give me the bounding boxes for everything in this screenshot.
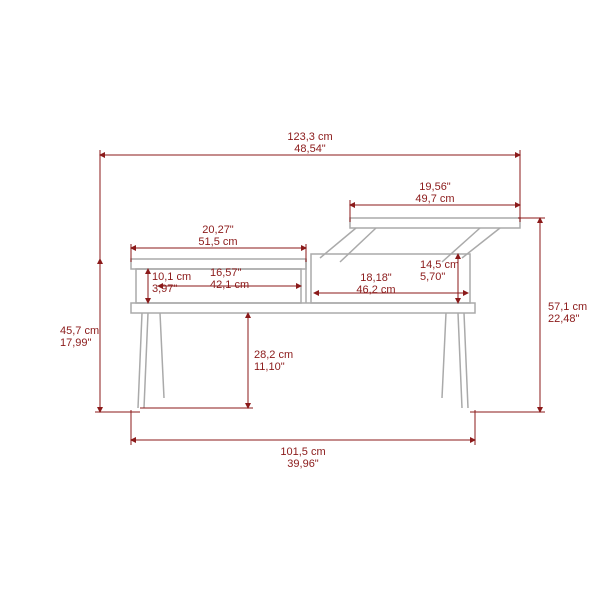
left-inner-in: 16,57" bbox=[210, 267, 242, 279]
left-open-cm: 10,1 cm bbox=[152, 271, 191, 283]
svg-text:51,5 cm: 51,5 cm bbox=[198, 236, 237, 248]
right-inner-in: 18,18" bbox=[360, 272, 392, 284]
svg-text:48,54": 48,54" bbox=[294, 143, 326, 155]
svg-text:10,1 cm: 10,1 cm bbox=[152, 271, 191, 283]
svg-text:101,5 cm: 101,5 cm bbox=[280, 446, 325, 458]
right-inner-h-cm: 14,5 cm bbox=[420, 259, 459, 271]
right-height-in: 22,48" bbox=[548, 313, 580, 325]
svg-text:45,7 cm: 45,7 cm bbox=[60, 325, 99, 337]
svg-text:20,27": 20,27" bbox=[202, 224, 234, 236]
svg-text:49,7 cm: 49,7 cm bbox=[415, 193, 454, 205]
right-panel-cm: 49,7 cm bbox=[415, 193, 454, 205]
svg-text:16,57": 16,57" bbox=[210, 267, 242, 279]
dimension-lines bbox=[95, 150, 545, 445]
left-inner-cm: 42,1 cm bbox=[210, 279, 249, 291]
left-panel-cm: 51,5 cm bbox=[198, 236, 237, 248]
left-height-in: 17,99" bbox=[60, 337, 92, 349]
overall-width-in: 48,54" bbox=[294, 143, 326, 155]
dimension-labels: 123,3 cm 48,54" 19,56" 49,7 cm 20,27" 51… bbox=[60, 131, 587, 470]
svg-text:3,97": 3,97" bbox=[152, 283, 177, 295]
right-height-cm: 57,1 cm bbox=[548, 301, 587, 313]
svg-text:57,1 cm: 57,1 cm bbox=[548, 301, 587, 313]
left-panel-in: 20,27" bbox=[202, 224, 234, 236]
svg-text:18,18": 18,18" bbox=[360, 272, 392, 284]
leg-in: 11,10" bbox=[254, 361, 285, 373]
svg-text:14,5 cm: 14,5 cm bbox=[420, 259, 459, 271]
svg-text:28,2 cm: 28,2 cm bbox=[254, 349, 293, 361]
svg-text:39,96": 39,96" bbox=[287, 458, 319, 470]
svg-text:11,10": 11,10" bbox=[254, 361, 285, 373]
overall-width-cm: 123,3 cm bbox=[287, 131, 332, 143]
right-panel-in: 19,56" bbox=[419, 181, 451, 193]
left-height-cm: 45,7 cm bbox=[60, 325, 99, 337]
dimension-drawing: 123,3 cm 48,54" 19,56" 49,7 cm 20,27" 51… bbox=[0, 0, 612, 612]
base-in: 39,96" bbox=[287, 458, 319, 470]
right-inner-cm: 46,2 cm bbox=[356, 284, 395, 296]
left-open-in: 3,97" bbox=[152, 283, 177, 295]
svg-text:17,99": 17,99" bbox=[60, 337, 92, 349]
right-inner-h-in: 5,70" bbox=[420, 271, 445, 283]
base-cm: 101,5 cm bbox=[280, 446, 325, 458]
leg-cm: 28,2 cm bbox=[254, 349, 293, 361]
svg-text:22,48": 22,48" bbox=[548, 313, 580, 325]
svg-text:42,1 cm: 42,1 cm bbox=[210, 279, 249, 291]
svg-text:19,56": 19,56" bbox=[419, 181, 451, 193]
svg-text:5,70": 5,70" bbox=[420, 271, 445, 283]
svg-text:46,2 cm: 46,2 cm bbox=[356, 284, 395, 296]
furniture-outline bbox=[131, 218, 520, 408]
svg-text:123,3 cm: 123,3 cm bbox=[287, 131, 332, 143]
